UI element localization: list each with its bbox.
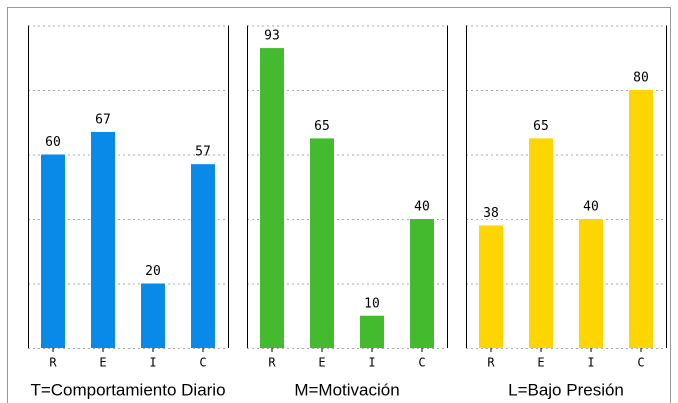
bar [579, 219, 603, 348]
bar [479, 225, 503, 348]
data-label: 38 [483, 206, 499, 221]
x-tick-label: I [149, 356, 156, 370]
x-tick-label: E [318, 356, 325, 370]
bar [41, 154, 65, 348]
x-tick-label: E [537, 356, 544, 370]
bar [410, 219, 434, 348]
data-label: 57 [195, 145, 211, 160]
x-tick-label: C [637, 356, 644, 370]
bar [191, 164, 215, 348]
bar [629, 90, 653, 348]
bar [260, 48, 284, 348]
data-label: 80 [633, 71, 649, 86]
x-tick-label: R [49, 356, 57, 370]
data-label: 93 [264, 29, 280, 44]
x-tick-label: R [487, 356, 495, 370]
bar [529, 138, 553, 348]
data-label: 60 [45, 135, 61, 150]
data-label: 65 [314, 119, 330, 134]
data-label: 40 [414, 200, 430, 215]
data-label: 20 [145, 264, 161, 279]
x-tick-label: E [99, 356, 106, 370]
x-tick-label: I [368, 356, 375, 370]
bar [91, 131, 115, 348]
x-tick-label: R [268, 356, 276, 370]
data-label: 67 [95, 112, 111, 127]
x-tick-label: C [199, 356, 206, 370]
x-axis-label: M=Motivación [294, 380, 399, 399]
x-tick-label: I [587, 356, 594, 370]
data-label: 65 [533, 119, 549, 134]
frame [7, 7, 671, 403]
bar [310, 138, 334, 348]
data-label: 40 [583, 200, 599, 215]
bar [360, 315, 384, 348]
x-axis-label: L=Bajo Presión [508, 380, 624, 399]
data-label: 10 [364, 296, 380, 311]
bar [141, 283, 165, 348]
x-tick-label: C [418, 356, 425, 370]
x-axis-label: T=Comportamiento Diario [30, 380, 225, 399]
